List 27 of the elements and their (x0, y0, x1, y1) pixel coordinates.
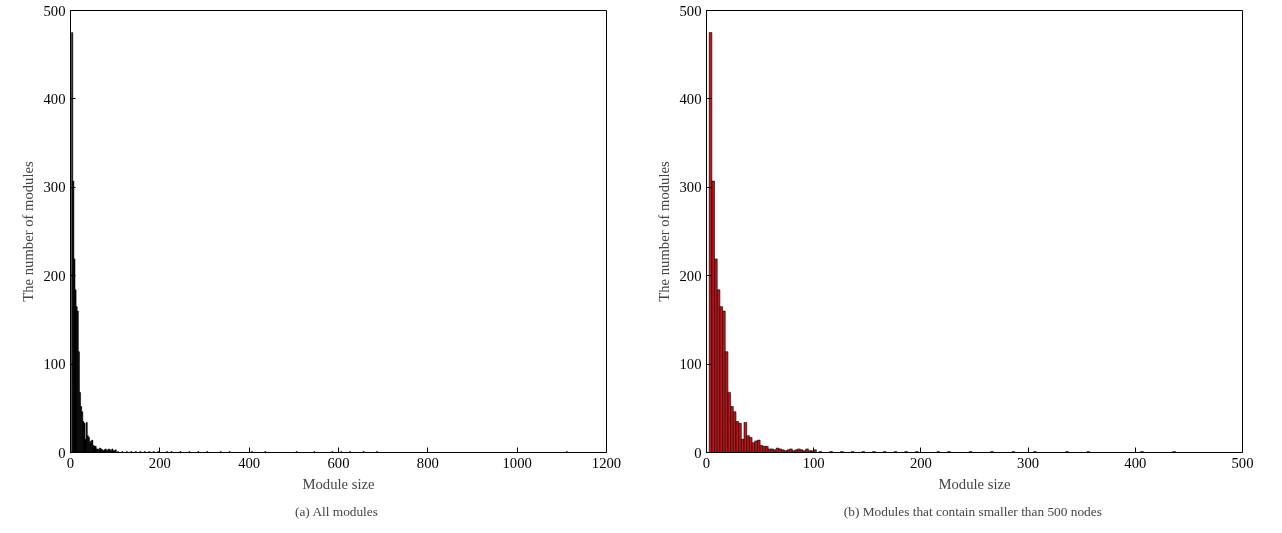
y-tick-label: 300 (43, 179, 66, 196)
y-tick-label: 400 (43, 90, 66, 107)
x-axis-title: Module size (938, 475, 1011, 492)
y-tick-label: 100 (679, 356, 702, 373)
x-tick-label: 1000 (502, 454, 532, 471)
y-tick-label: 300 (679, 179, 702, 196)
y-tick-label: 500 (679, 2, 702, 19)
x-tick-label: 400 (238, 454, 261, 471)
text: (b) Modules that contain smaller than 500 nodes (843, 503, 1102, 519)
text: (a) All modules (295, 503, 378, 519)
x-tick-label: 500 (1231, 454, 1254, 471)
x-tick-label: 300 (1017, 454, 1040, 471)
x-tick-label: 400 (1124, 454, 1147, 471)
x-tick-label: 1200 (591, 454, 622, 471)
y-tick-label: 200 (43, 267, 66, 284)
x-axis-title: Module size (302, 475, 375, 492)
x-tick-label: 800 (416, 454, 439, 471)
x-tick-label: 600 (327, 454, 350, 471)
x-tick-label: 100 (802, 454, 825, 471)
y-tick-label: 200 (679, 267, 702, 284)
x-tick-label: 200 (909, 454, 932, 471)
x-tick-label: 200 (148, 454, 171, 471)
y-axis-title: The number of modules (19, 160, 36, 302)
y-tick-label: 400 (679, 90, 702, 107)
y-tick-label: 100 (43, 356, 66, 373)
y-tick-label: 500 (43, 2, 66, 19)
y-axis-title: The number of modules (655, 160, 672, 302)
